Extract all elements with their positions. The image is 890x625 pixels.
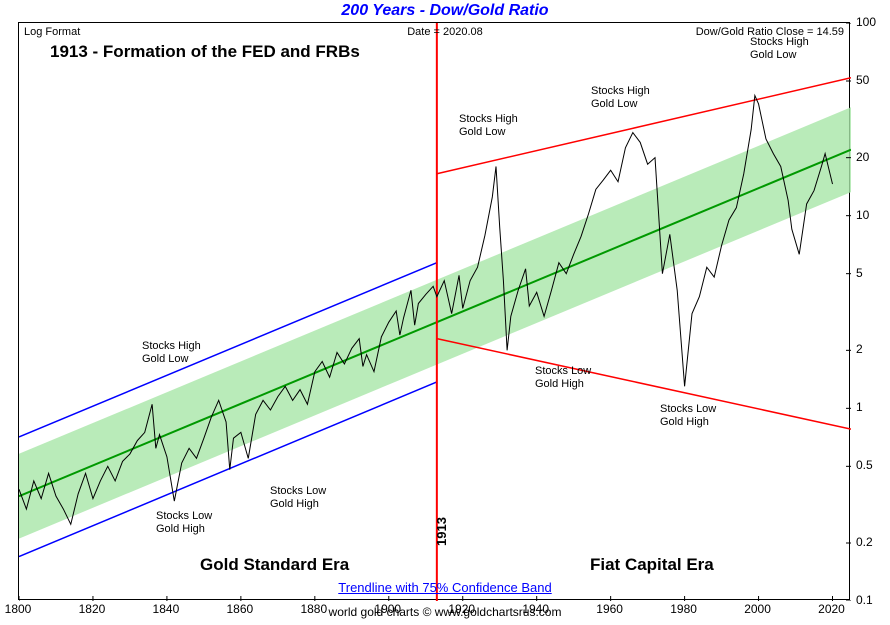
x-tick: 1820 xyxy=(79,602,106,616)
x-tick: 2020 xyxy=(818,602,845,616)
y-tick: 100 xyxy=(856,15,876,29)
annotation-a1: Stocks HighGold Low xyxy=(142,340,201,365)
y-tick: 0.2 xyxy=(856,535,873,549)
x-tick: 2000 xyxy=(744,602,771,616)
annotation-a2: Stocks LowGold High xyxy=(156,510,212,535)
annotation-a5: Stocks LowGold High xyxy=(535,365,591,390)
trend-centerline xyxy=(19,150,851,496)
y-tick: 50 xyxy=(856,73,869,87)
y-tick: 1 xyxy=(856,400,863,414)
era-fiat-capital: Fiat Capital Era xyxy=(590,555,714,575)
chart-container: 200 Years - Dow/Gold Ratio Log Format Da… xyxy=(0,0,890,625)
x-tick: 1960 xyxy=(596,602,623,616)
x-tick: 1840 xyxy=(153,602,180,616)
trendline-band-label: Trendline with 75% Confidence Band xyxy=(0,580,890,595)
annotation-a8: Stocks HighGold Low xyxy=(750,36,809,61)
x-tick: 1800 xyxy=(5,602,32,616)
y-tick: 5 xyxy=(856,266,863,280)
x-tick: 1900 xyxy=(374,602,401,616)
x-tick: 1880 xyxy=(300,602,327,616)
y-tick: 10 xyxy=(856,208,869,222)
x-tick: 1980 xyxy=(670,602,697,616)
annotation-a6: Stocks HighGold Low xyxy=(591,85,650,110)
heading-1913: 1913 - Formation of the FED and FRBs xyxy=(50,42,360,62)
annotation-a3: Stocks LowGold High xyxy=(270,485,326,510)
y-tick: 20 xyxy=(856,150,869,164)
y-tick: 0.5 xyxy=(856,458,873,472)
x-tick: 1920 xyxy=(448,602,475,616)
y-tick: 2 xyxy=(856,342,863,356)
y-tick: 0.1 xyxy=(856,593,873,607)
vline-1913-label: 1913 xyxy=(434,517,449,546)
chart-title: 200 Years - Dow/Gold Ratio xyxy=(0,2,890,20)
plot-svg xyxy=(19,23,851,601)
x-tick: 1940 xyxy=(522,602,549,616)
x-tick: 1860 xyxy=(227,602,254,616)
red-lower-line xyxy=(437,339,851,429)
era-gold-standard: Gold Standard Era xyxy=(200,555,349,575)
annotation-a4: Stocks HighGold Low xyxy=(459,113,518,138)
plot-area xyxy=(18,22,850,600)
annotation-a7: Stocks LowGold High xyxy=(660,403,716,428)
